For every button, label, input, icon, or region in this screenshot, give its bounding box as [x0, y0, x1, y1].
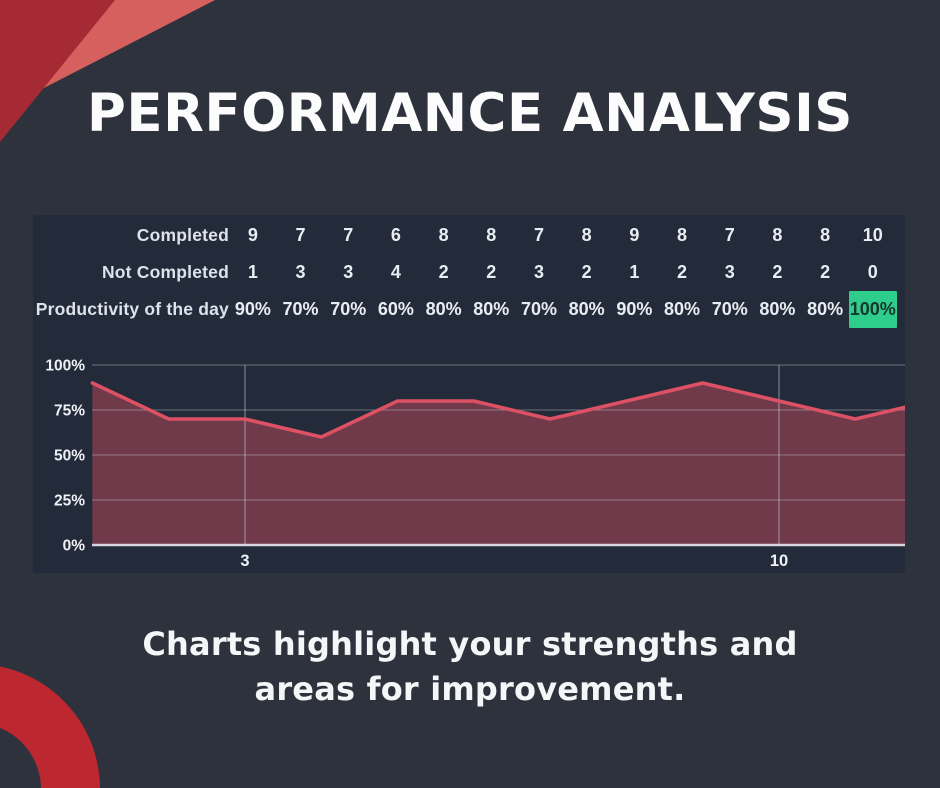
table-cell: 8 — [486, 225, 497, 245]
svg-text:25%: 25% — [54, 493, 85, 510]
svg-text:10: 10 — [770, 552, 788, 570]
table-cell: 10 — [862, 225, 883, 245]
dark-red-triangle-decor — [0, 0, 115, 142]
table-cell: 90% — [616, 299, 653, 319]
table-cell: 80% — [473, 299, 510, 319]
vertical-gridlines — [244, 365, 780, 545]
table-cell: 0 — [867, 262, 878, 282]
row-label: Completed — [136, 225, 229, 245]
y-axis-tick-labels: 100% 75% 50% 25% 0% — [45, 358, 85, 555]
table-cell: 2 — [820, 262, 831, 282]
table-cell: 80% — [759, 299, 796, 319]
row-label: Not Completed — [101, 262, 229, 282]
table-row: Productivity of the day 90% 70% 70% 60% 80% 80… — [33, 291, 905, 328]
performance-panel: Completed 9 7 7 6 8 8 7 8 9 8 7 8 8 10 Not Completed 1 3 3… — [33, 215, 907, 573]
table-cell: 4 — [390, 262, 401, 282]
table-cell: 8 — [677, 225, 688, 245]
table-cell: 7 — [724, 225, 735, 245]
area-fill — [92, 383, 905, 545]
caption-text: Charts highlight your strengths and area… — [0, 622, 940, 713]
table-cell: 3 — [533, 262, 544, 282]
table-row: Completed 9 7 7 6 8 8 7 8 9 8 7 8 8 10 — [33, 217, 905, 254]
table-cell-highlighted: 100% — [848, 291, 897, 328]
table-cell: 9 — [247, 225, 258, 245]
svg-text:3: 3 — [240, 552, 249, 570]
table-cell: 80% — [664, 299, 701, 319]
page-title: PERFORMANCE ANALYSIS — [87, 83, 853, 144]
table-cell: 3 — [343, 262, 354, 282]
table-cell: 80% — [568, 299, 605, 319]
table-cell: 8 — [438, 225, 449, 245]
table-cell: 70% — [330, 299, 367, 319]
table-cell: 3 — [724, 262, 735, 282]
table-cell: 1 — [629, 262, 640, 282]
table-cell: 8 — [581, 225, 592, 245]
svg-text:100%: 100% — [45, 358, 85, 375]
table-cell: 9 — [629, 225, 640, 245]
table-cell: 1 — [247, 262, 258, 282]
table-cell: 2 — [486, 262, 497, 282]
table-cell: 90% — [234, 299, 271, 319]
table-cell: 70% — [711, 299, 748, 319]
table-cell: 8 — [772, 225, 783, 245]
table-cell: 7 — [533, 225, 544, 245]
table-cell: 7 — [295, 225, 306, 245]
productivity-chart: 100% 75% 50% 25% 0% 3 10 — [33, 345, 907, 573]
productivity-area-chart-svg: 100% 75% 50% 25% 0% 3 10 — [45, 358, 907, 570]
x-axis-tick-labels: 3 10 — [240, 552, 788, 570]
table-cell: 2 — [677, 262, 688, 282]
table-cell: 80% — [807, 299, 844, 319]
table-cell: 60% — [377, 299, 414, 319]
table-cell: 2 — [581, 262, 592, 282]
svg-text:0%: 0% — [63, 538, 86, 555]
productivity-table: Completed 9 7 7 6 8 8 7 8 9 8 7 8 8 10 Not Completed 1 3 3… — [33, 217, 905, 328]
table-cell: 6 — [390, 225, 401, 245]
table-cell: 3 — [295, 262, 306, 282]
table-cell: 7 — [343, 225, 354, 245]
table-cell: 2 — [438, 262, 449, 282]
table-cell: 80% — [425, 299, 462, 319]
table-row: Not Completed 1 3 3 4 2 2 3 2 1 2 3 2 2 0 — [33, 254, 905, 291]
svg-text:75%: 75% — [54, 403, 85, 420]
trend-line — [90, 381, 907, 439]
table-cell: 70% — [520, 299, 557, 319]
table-cell: 2 — [772, 262, 783, 282]
horizontal-gridlines — [92, 364, 905, 501]
table-cell: 70% — [282, 299, 319, 319]
svg-text:50%: 50% — [54, 448, 85, 465]
caption-line-2: areas for improvement. — [254, 670, 686, 709]
caption-line-1: Charts highlight your strengths and — [142, 625, 798, 663]
row-label: Productivity of the day — [35, 299, 229, 319]
table-cell: 8 — [820, 225, 831, 245]
